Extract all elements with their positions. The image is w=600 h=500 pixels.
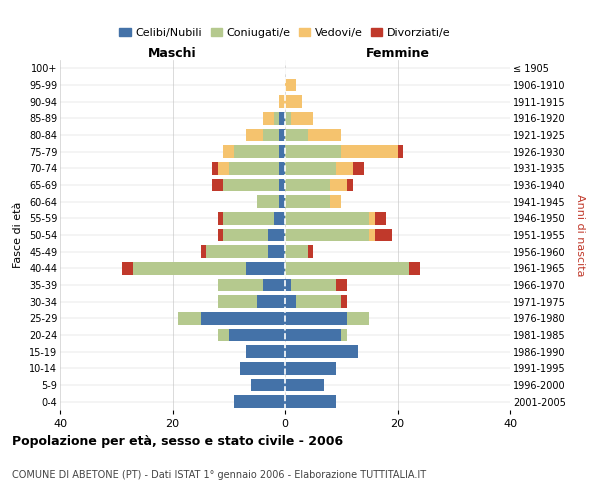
Y-axis label: Fasce di età: Fasce di età bbox=[13, 202, 23, 268]
Bar bbox=[409, 262, 420, 274]
Bar bbox=[285, 79, 296, 92]
Bar bbox=[285, 379, 325, 391]
Bar bbox=[223, 229, 268, 241]
Bar bbox=[245, 346, 285, 358]
Bar bbox=[285, 96, 302, 108]
Bar bbox=[212, 179, 223, 191]
Bar bbox=[308, 128, 341, 141]
Bar bbox=[280, 146, 285, 158]
Bar bbox=[398, 146, 403, 158]
Bar bbox=[257, 196, 280, 208]
Bar bbox=[212, 162, 218, 174]
Bar bbox=[285, 246, 308, 258]
Bar bbox=[341, 296, 347, 308]
Bar bbox=[370, 212, 375, 224]
Bar bbox=[296, 296, 341, 308]
Bar bbox=[285, 128, 308, 141]
Bar bbox=[245, 128, 263, 141]
Bar bbox=[240, 362, 285, 374]
Bar bbox=[268, 229, 285, 241]
Bar bbox=[285, 296, 296, 308]
Bar bbox=[347, 312, 370, 324]
Bar bbox=[330, 179, 347, 191]
Bar bbox=[218, 162, 229, 174]
Bar bbox=[280, 162, 285, 174]
Bar bbox=[285, 146, 341, 158]
Bar bbox=[285, 279, 290, 291]
Bar bbox=[285, 262, 409, 274]
Bar bbox=[285, 196, 330, 208]
Bar bbox=[122, 262, 133, 274]
Bar bbox=[268, 246, 285, 258]
Bar bbox=[280, 112, 285, 124]
Bar bbox=[218, 296, 257, 308]
Text: COMUNE DI ABETONE (PT) - Dati ISTAT 1° gennaio 2006 - Elaborazione TUTTITALIA.IT: COMUNE DI ABETONE (PT) - Dati ISTAT 1° g… bbox=[12, 470, 426, 480]
Bar bbox=[280, 196, 285, 208]
Bar bbox=[341, 146, 398, 158]
Bar bbox=[206, 246, 268, 258]
Bar bbox=[223, 179, 280, 191]
Text: Femmine: Femmine bbox=[365, 47, 430, 60]
Bar bbox=[285, 229, 370, 241]
Bar bbox=[200, 246, 206, 258]
Bar bbox=[290, 112, 313, 124]
Bar bbox=[285, 362, 335, 374]
Bar bbox=[251, 379, 285, 391]
Bar bbox=[285, 112, 290, 124]
Bar bbox=[218, 329, 229, 341]
Bar bbox=[375, 229, 392, 241]
Bar bbox=[335, 162, 353, 174]
Bar bbox=[274, 112, 280, 124]
Legend: Celibi/Nubili, Coniugati/e, Vedovi/e, Divorziati/e: Celibi/Nubili, Coniugati/e, Vedovi/e, Di… bbox=[115, 24, 455, 42]
Bar bbox=[290, 279, 335, 291]
Text: Maschi: Maschi bbox=[148, 47, 197, 60]
Bar bbox=[178, 312, 200, 324]
Bar bbox=[263, 128, 280, 141]
Bar bbox=[200, 312, 285, 324]
Bar bbox=[285, 329, 341, 341]
Bar bbox=[341, 329, 347, 341]
Bar bbox=[235, 146, 280, 158]
Bar bbox=[353, 162, 364, 174]
Bar bbox=[375, 212, 386, 224]
Bar bbox=[229, 329, 285, 341]
Bar bbox=[308, 246, 313, 258]
Bar bbox=[218, 212, 223, 224]
Bar bbox=[218, 279, 263, 291]
Bar bbox=[285, 212, 370, 224]
Bar bbox=[280, 96, 285, 108]
Bar bbox=[347, 179, 353, 191]
Bar bbox=[285, 162, 335, 174]
Text: Popolazione per età, sesso e stato civile - 2006: Popolazione per età, sesso e stato civil… bbox=[12, 435, 343, 448]
Bar bbox=[218, 229, 223, 241]
Bar bbox=[235, 396, 285, 408]
Bar bbox=[285, 396, 335, 408]
Bar bbox=[280, 128, 285, 141]
Bar bbox=[263, 112, 274, 124]
Bar bbox=[330, 196, 341, 208]
Bar bbox=[285, 179, 330, 191]
Bar bbox=[263, 279, 285, 291]
Bar bbox=[133, 262, 245, 274]
Bar bbox=[285, 312, 347, 324]
Bar bbox=[335, 279, 347, 291]
Bar bbox=[285, 346, 358, 358]
Bar bbox=[257, 296, 285, 308]
Bar bbox=[280, 179, 285, 191]
Bar bbox=[274, 212, 285, 224]
Y-axis label: Anni di nascita: Anni di nascita bbox=[575, 194, 585, 276]
Bar bbox=[229, 162, 280, 174]
Bar bbox=[223, 212, 274, 224]
Bar bbox=[223, 146, 235, 158]
Bar bbox=[245, 262, 285, 274]
Bar bbox=[370, 229, 375, 241]
